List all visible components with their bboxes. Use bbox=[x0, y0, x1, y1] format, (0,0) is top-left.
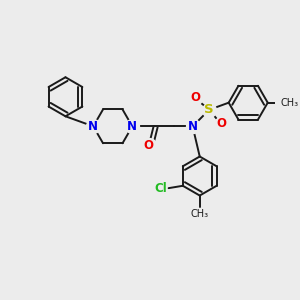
Text: O: O bbox=[216, 118, 226, 130]
Text: Cl: Cl bbox=[155, 182, 167, 195]
Text: CH₃: CH₃ bbox=[191, 208, 209, 218]
Text: S: S bbox=[204, 103, 214, 116]
Text: N: N bbox=[127, 120, 137, 133]
Text: CH₃: CH₃ bbox=[281, 98, 299, 108]
Text: O: O bbox=[144, 139, 154, 152]
Text: N: N bbox=[88, 120, 98, 133]
Text: N: N bbox=[188, 120, 198, 133]
Text: O: O bbox=[190, 92, 200, 104]
